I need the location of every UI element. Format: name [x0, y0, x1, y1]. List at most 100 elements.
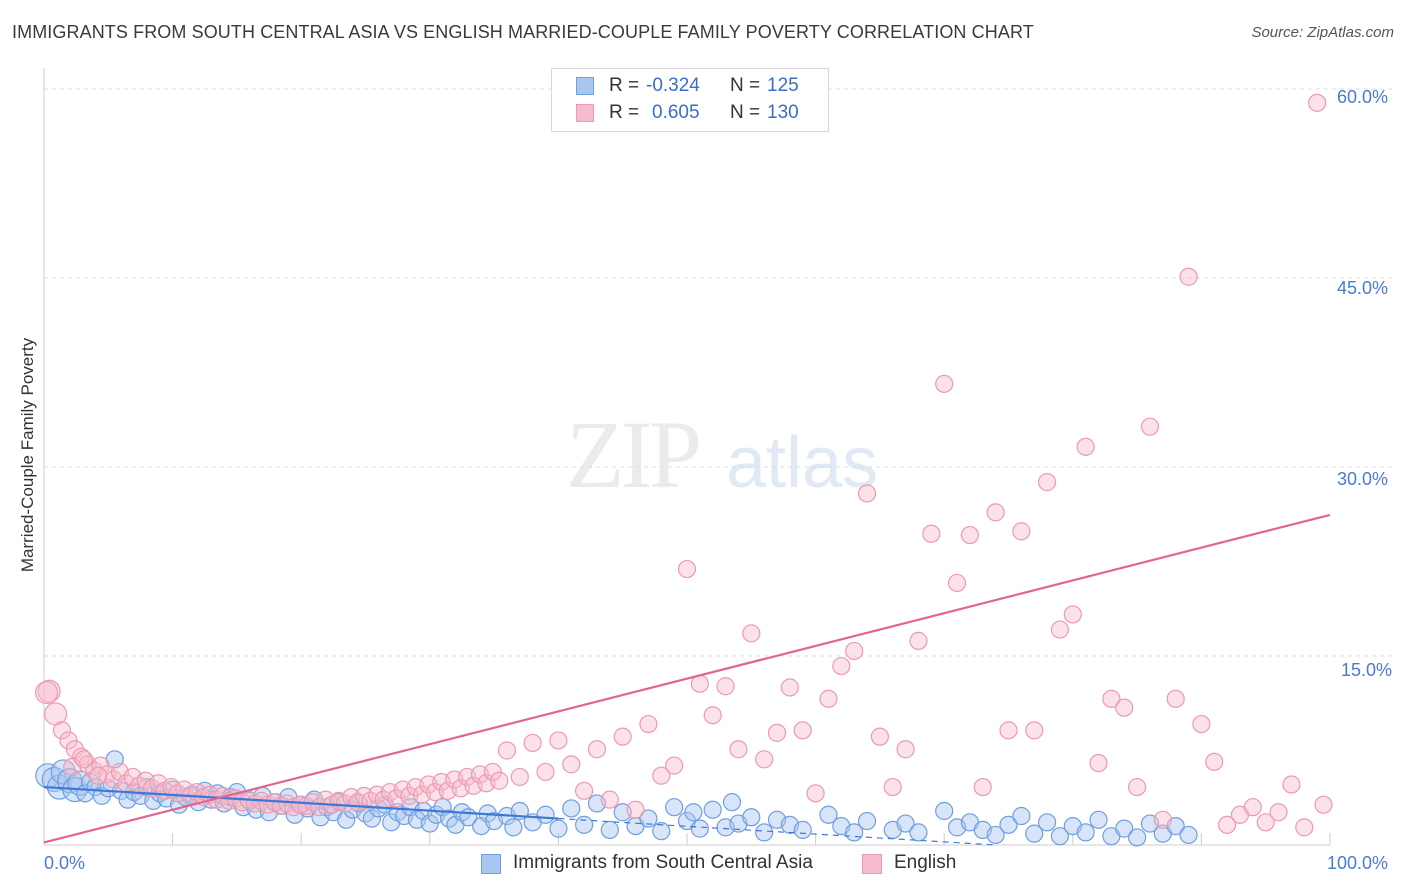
data-point [639, 809, 658, 828]
chart-title: IMMIGRANTS FROM SOUTH CENTRAL ASIA VS EN… [12, 22, 1034, 42]
data-point [1025, 721, 1044, 740]
watermark: ZIP atlas [566, 401, 878, 508]
data-point [1127, 777, 1147, 797]
data-point [1025, 824, 1044, 843]
data-point [52, 721, 72, 740]
trend-line-blue-extension [558, 817, 996, 846]
data-point [1089, 753, 1108, 773]
data-point [1179, 825, 1198, 845]
legend-swatch-blue [576, 77, 594, 95]
data-point [999, 721, 1018, 740]
legend-swatch-pink [862, 854, 882, 874]
data-point [1282, 775, 1301, 794]
data-point [793, 820, 812, 839]
legend-n-value: 130 [767, 102, 799, 123]
data-point [1308, 93, 1327, 112]
x-tick-label: 0.0% [44, 853, 86, 873]
data-point [703, 706, 722, 725]
data-point [1115, 698, 1134, 717]
data-point [536, 762, 555, 782]
chart-source: Source: ZipAtlas.com [1251, 24, 1394, 41]
legend-swatch-pink [576, 104, 594, 122]
data-point [504, 818, 523, 837]
data-point [1314, 795, 1333, 814]
data-point [935, 801, 954, 821]
data-point [896, 814, 915, 833]
data-point [510, 767, 529, 787]
data-point [922, 524, 941, 543]
data-point [549, 819, 568, 838]
trend-line-blue [43, 785, 559, 820]
data-point [1153, 810, 1172, 829]
data-point [600, 820, 619, 839]
series-english [34, 93, 1333, 837]
data-point [562, 755, 581, 774]
data-point [587, 740, 607, 759]
data-point [819, 805, 838, 824]
data-point [1218, 815, 1237, 834]
data-point [523, 733, 542, 753]
data-point [870, 727, 890, 746]
data-point [1102, 689, 1121, 708]
data-point [1269, 803, 1288, 822]
data-point [1012, 522, 1031, 541]
trend-lines [43, 513, 1331, 846]
data-point [497, 741, 517, 760]
data-point [716, 677, 735, 696]
legend-label: English [894, 852, 957, 873]
y-tick-label: 45.0% [1337, 278, 1389, 298]
legend-label: Immigrants from South Central Asia [513, 852, 813, 873]
legend-n-label: N = [730, 75, 761, 96]
data-point [742, 624, 761, 643]
data-point [652, 822, 671, 841]
data-point [665, 756, 684, 775]
data-point [742, 808, 761, 827]
data-point [1140, 417, 1160, 436]
data-point [665, 798, 684, 817]
data-point [74, 750, 93, 769]
y-axis-label: Married-Couple Family Poverty [18, 337, 37, 573]
data-point [845, 641, 864, 661]
grid-lines [44, 88, 1392, 657]
data-point [690, 819, 709, 838]
data-point [780, 678, 799, 697]
legend-r-label: R = [609, 102, 640, 123]
watermark-atlas: atlas [726, 423, 878, 503]
data-point [1256, 813, 1275, 832]
data-point [490, 771, 509, 790]
axes [43, 68, 1331, 846]
data-point [362, 809, 382, 828]
data-point [857, 811, 877, 831]
legend-n-label: N = [730, 102, 761, 123]
data-point [1205, 752, 1224, 771]
data-point [960, 525, 980, 545]
data-point [65, 740, 84, 759]
data-point [1192, 714, 1211, 734]
trend-line-pink [43, 513, 1331, 844]
y-tick-label: 30.0% [1337, 469, 1389, 489]
data-point [1295, 818, 1314, 837]
data-point [575, 781, 594, 800]
correlation-legend: R = -0.324 N = 125 R = 0.605 N = 130 [551, 68, 829, 132]
data-point [722, 793, 742, 812]
data-point [684, 803, 703, 822]
data-point [613, 727, 632, 746]
data-point [425, 782, 445, 802]
data-point [1179, 267, 1198, 286]
data-point [1127, 828, 1147, 847]
data-point [536, 805, 555, 824]
y-tick-label: 60.0% [1337, 87, 1389, 107]
data-point [34, 680, 59, 705]
y-tick-label: 15.0% [1341, 660, 1393, 680]
data-point [896, 740, 915, 759]
legend-r-value: 0.605 [652, 102, 700, 123]
data-point [832, 656, 851, 676]
data-point [947, 573, 967, 593]
data-point [935, 374, 954, 393]
data-point [806, 784, 825, 803]
data-point [575, 815, 594, 834]
data-point [652, 766, 671, 785]
watermark-zip: ZIP [566, 401, 699, 508]
data-point [1063, 605, 1082, 624]
